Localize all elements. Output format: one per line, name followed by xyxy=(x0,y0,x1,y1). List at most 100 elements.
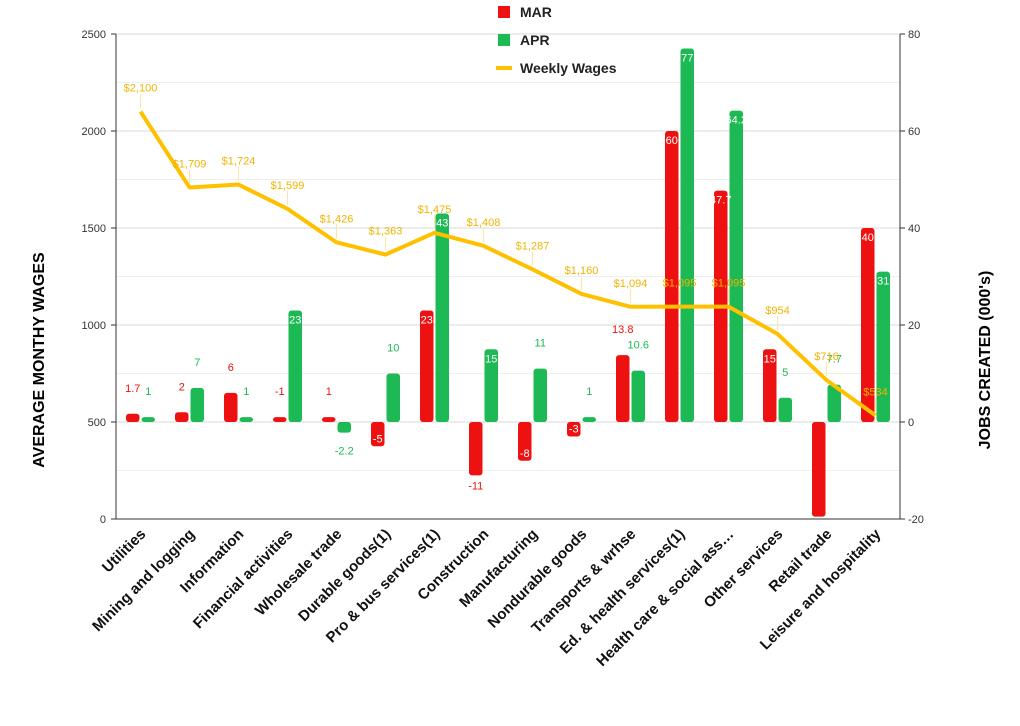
y-tick-label: 2500 xyxy=(82,29,106,41)
mar-data-label: 13.8 xyxy=(612,324,633,336)
wages-data-label: $1,475 xyxy=(418,204,452,216)
axes: 0 500 1000 1500 2000 2500 -20 0 20 40 60 80 xyxy=(82,29,924,526)
apr-data-label: 1 xyxy=(243,386,249,398)
apr-data-label: 7 xyxy=(194,357,200,369)
wages-data-label: $1,363 xyxy=(369,226,403,238)
apr-bar xyxy=(337,422,351,433)
apr-bar xyxy=(288,310,302,422)
mar-data-label: -19.5 xyxy=(806,521,831,533)
apr-data-label: -2.2 xyxy=(335,446,354,458)
apr-data-label: 31 xyxy=(877,276,889,288)
grid-lines xyxy=(116,33,900,520)
wages-data-label: $1,095 xyxy=(663,278,697,290)
apr-bar xyxy=(778,397,792,422)
apr-data-label: 43 xyxy=(436,217,448,229)
mar-bar xyxy=(861,228,875,422)
wages-data-label: $716 xyxy=(814,351,838,363)
mar-data-label: 6 xyxy=(228,362,234,374)
y2-tick-label: 60 xyxy=(908,126,920,138)
y2-tick-label: -20 xyxy=(908,514,924,526)
y2-tick-label: 0 xyxy=(908,417,914,429)
y-axis-title: AVERAGE MONTHY WAGES xyxy=(31,252,48,468)
y-tick-label: 2000 xyxy=(82,126,106,138)
apr-data-label: 1 xyxy=(586,386,592,398)
apr-data-label: 23 xyxy=(289,314,301,326)
apr-bar xyxy=(533,368,547,422)
apr-bar xyxy=(680,48,694,423)
mar-bar xyxy=(469,422,483,476)
category-label: Durable goods(1) xyxy=(295,526,394,625)
apr-data-label: 11 xyxy=(535,338,546,350)
legend-apr-label: APR xyxy=(520,32,550,48)
wages-data-label: $534 xyxy=(863,386,887,398)
mar-bar xyxy=(616,355,630,422)
legend[interactable]: MAR APR Weekly Wages xyxy=(496,4,617,76)
apr-data-label: 7.7 xyxy=(827,354,842,366)
apr-data-label: 1 xyxy=(145,386,151,398)
category-label: Utilities xyxy=(99,526,149,576)
wages-line xyxy=(138,110,877,418)
apr-bar xyxy=(386,373,400,422)
apr-data-label: 10.6 xyxy=(628,340,649,352)
mar-bar xyxy=(273,417,287,422)
wages-data-label: $954 xyxy=(765,305,789,317)
y2-axis-title: JOBS CREATED (000's) xyxy=(977,271,994,450)
mar-bar xyxy=(420,310,434,422)
mar-data-label: -5 xyxy=(373,433,383,445)
legend-apr-swatch xyxy=(498,34,510,46)
apr-bar xyxy=(190,388,204,422)
wages-data-label: $1,599 xyxy=(271,180,305,192)
mar-data-label: -1 xyxy=(275,386,285,398)
y2-tick-label: 40 xyxy=(908,223,920,235)
mar-bar xyxy=(224,392,238,422)
mar-data-label: 47.7 xyxy=(710,195,731,207)
y2-tick-label: 80 xyxy=(908,29,920,41)
mar-data-label: 40 xyxy=(862,232,874,244)
mar-data-label: 15 xyxy=(764,353,776,365)
legend-wages-label: Weekly Wages xyxy=(520,60,617,76)
apr-data-label: 64.2 xyxy=(726,115,747,127)
apr-bar xyxy=(827,384,841,422)
wages-data-label: $1,426 xyxy=(320,213,354,225)
y2-tick-label: 20 xyxy=(908,320,920,332)
mar-bar xyxy=(567,422,581,437)
apr-bar xyxy=(141,417,155,422)
wages-data-label: $1,408 xyxy=(467,217,501,229)
mar-bar xyxy=(763,349,777,422)
apr-data-label: 10 xyxy=(387,343,399,355)
apr-bar xyxy=(239,417,253,422)
wages-data-label: $2,100 xyxy=(124,83,158,95)
mar-bar xyxy=(126,413,140,422)
mar-data-label: -11 xyxy=(468,480,483,492)
mar-bar xyxy=(175,412,189,422)
wages-line-series xyxy=(138,93,877,418)
category-label: Wholesale trade xyxy=(252,526,345,619)
apr-data-label: 5 xyxy=(782,367,788,379)
mar-data-label: 1.7 xyxy=(125,383,140,395)
apr-bar xyxy=(729,110,743,422)
mar-data-label: 2 xyxy=(179,381,185,393)
y-tick-label: 500 xyxy=(88,417,106,429)
legend-mar-swatch xyxy=(498,6,510,18)
wages-data-label: $1,094 xyxy=(614,278,648,290)
apr-data-label: 15 xyxy=(485,353,497,365)
apr-bar xyxy=(631,370,645,422)
y-tick-label: 0 xyxy=(100,514,106,526)
mar-data-label: -3 xyxy=(569,424,579,436)
y-tick-label: 1500 xyxy=(82,223,106,235)
bar-series xyxy=(126,48,890,517)
wages-data-label: $1,709 xyxy=(173,158,207,170)
data-labels: 1.7 26-1 1-523-11-8-313.86047.715-19.54017… xyxy=(124,53,890,533)
apr-bar xyxy=(582,417,596,422)
mar-data-label: 23 xyxy=(421,314,433,326)
apr-bar xyxy=(435,213,449,422)
mar-data-label: -8 xyxy=(520,448,530,460)
mar-bar xyxy=(322,417,336,422)
mar-bar xyxy=(665,131,679,422)
wages-data-label: $1,287 xyxy=(516,240,550,252)
legend-mar-label: MAR xyxy=(520,4,552,20)
apr-data-label: 77 xyxy=(681,53,693,65)
mar-bar xyxy=(518,422,532,461)
